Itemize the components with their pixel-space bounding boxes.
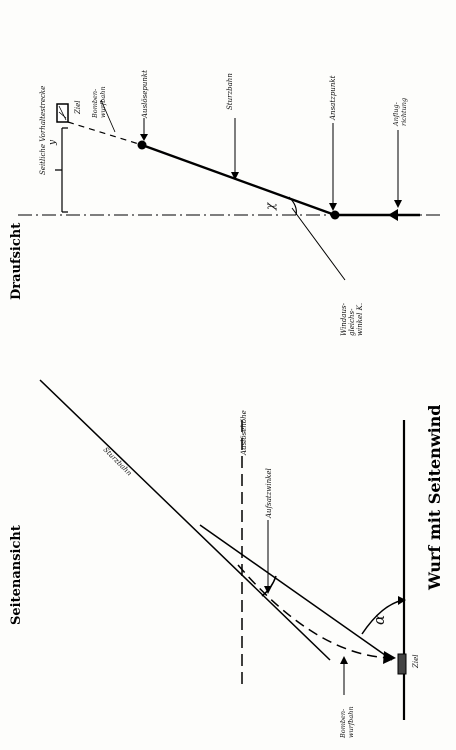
release-point: [137, 140, 147, 150]
wind-angle-label-1: Windaus-: [340, 302, 348, 336]
arrowhead: [140, 134, 148, 141]
target-label-side: Ziel: [412, 655, 420, 669]
setting-angle-label: Aufsatzwinkel: [265, 468, 273, 519]
target-box-side: [397, 653, 407, 675]
target-label-top: Ziel: [74, 101, 82, 115]
bomb-trajectory-top-label-1: Bomben-: [91, 89, 99, 119]
setting-angle-arc: [261, 575, 277, 597]
release-height-label: Auslösehöhe: [240, 410, 248, 456]
kappa-symbol: χ: [263, 202, 277, 211]
dive-path-side-label: Sturzbahn: [102, 446, 134, 478]
bomb-trajectory-side: [237, 564, 399, 659]
leader-line: [100, 99, 116, 133]
wind-angle-label-3: winkel K.: [356, 303, 364, 336]
dive-path-side: [39, 379, 331, 661]
top-view: Draufsicht Seitliche Vorhaltestrecke y Z…: [9, 70, 440, 336]
aim-line: [199, 524, 393, 661]
target-hatch: [58, 105, 67, 121]
arrowhead: [231, 172, 239, 180]
target-hatch: [58, 111, 67, 119]
arrowhead: [329, 203, 337, 211]
wind-angle-leader: [291, 207, 346, 281]
top-view-title: Draufsicht: [9, 223, 24, 300]
bomb-trajectory-side-label-1: Bomben-: [339, 709, 347, 739]
arrowhead: [394, 200, 402, 208]
approach-point-label: Ansatzpunkt: [329, 75, 337, 121]
wind-angle-label-2: gleichs-: [348, 308, 356, 336]
arrowhead: [340, 656, 348, 664]
bomb-trajectory-top-label-2: wurfbahn: [99, 86, 107, 118]
lateral-lead-bracket: [55, 127, 68, 213]
approach-dir-label-2: richtung: [400, 98, 408, 126]
bomb-trajectory-top: [67, 121, 143, 146]
y-symbol: y: [48, 139, 58, 146]
diagram-caption: Wurf mit Seitenwind: [425, 405, 444, 592]
dive-path-top: [141, 143, 336, 217]
dive-path-top-label: Sturzbahn: [226, 73, 234, 110]
side-view: Seitenansicht Sturzbahn Auslösehöhe Aufs…: [9, 379, 420, 739]
approach-dir-label-1: Anflug-: [392, 102, 400, 127]
alpha-symbol: α: [370, 615, 388, 625]
lateral-lead-label: Seitliche Vorhaltestrecke: [39, 86, 47, 175]
approach-arrowhead: [388, 209, 398, 221]
release-point-label: Auslösepunkt: [141, 70, 149, 119]
arrowhead: [398, 596, 406, 605]
arrowhead: [383, 651, 396, 664]
side-view-title: Seitenansicht: [9, 525, 24, 625]
bomb-trajectory-side-label-2: wurfbahn: [347, 706, 355, 738]
